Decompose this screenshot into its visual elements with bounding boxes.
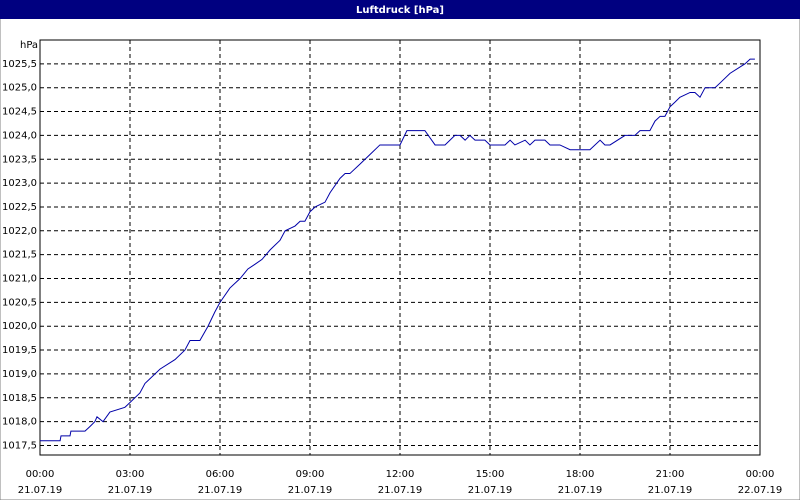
x-tick-label: 09:00 <box>296 469 325 480</box>
x-tick-label: 12:00 <box>386 469 415 480</box>
y-tick-label: 1024,5 <box>2 107 37 118</box>
title-bar <box>0 0 800 19</box>
x-tick-label: 06:00 <box>206 469 235 480</box>
x-tick-label: 21:00 <box>656 469 685 480</box>
y-tick-label: 1022,5 <box>2 202 37 213</box>
x-tick-date: 21.07.19 <box>648 485 693 496</box>
x-tick-date: 21.07.19 <box>378 485 423 496</box>
y-tick-label: 1018,0 <box>2 417 37 428</box>
x-tick-date: 21.07.19 <box>288 485 333 496</box>
y-axis-label: hPa <box>20 40 38 51</box>
y-tick-label: 1021,5 <box>2 250 37 261</box>
x-tick-date: 22.07.19 <box>738 485 783 496</box>
y-tick-label: 1025,0 <box>2 83 37 94</box>
x-tick-date: 21.07.19 <box>198 485 243 496</box>
data-line <box>40 58 755 442</box>
x-tick-label: 03:00 <box>116 469 145 480</box>
x-tick-label: 00:00 <box>746 469 775 480</box>
y-tick-label: 1024,0 <box>2 130 37 141</box>
y-tick-label: 1017,5 <box>2 440 37 451</box>
x-tick-label: 15:00 <box>476 469 505 480</box>
y-tick-label: 1018,5 <box>2 393 37 404</box>
chart-title: Luftdruck [hPa] <box>356 5 444 16</box>
y-tick-label: 1025,5 <box>2 59 37 70</box>
x-tick-date: 21.07.19 <box>558 485 603 496</box>
x-tick-label: 00:00 <box>26 469 55 480</box>
y-tick-label: 1023,5 <box>2 154 37 165</box>
y-tick-label: 1023,0 <box>2 178 37 189</box>
y-tick-label: 1020,5 <box>2 297 37 308</box>
y-tick-label: 1019,0 <box>2 369 37 380</box>
y-tick-label: 1021,0 <box>2 274 37 285</box>
y-tick-label: 1020,0 <box>2 321 37 332</box>
y-tick-label: 1019,5 <box>2 345 37 356</box>
x-tick-date: 21.07.19 <box>108 485 153 496</box>
x-tick-date: 21.07.19 <box>18 485 63 496</box>
x-tick-date: 21.07.19 <box>468 485 513 496</box>
y-tick-label: 1022,0 <box>2 226 37 237</box>
x-tick-label: 18:00 <box>566 469 595 480</box>
